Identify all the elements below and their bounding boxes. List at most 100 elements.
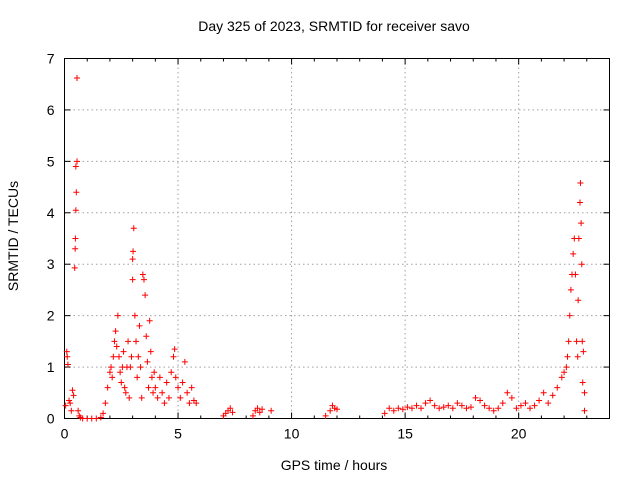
data-point bbox=[108, 364, 115, 371]
data-point bbox=[146, 317, 153, 324]
data-point bbox=[66, 397, 73, 404]
data-point bbox=[554, 384, 561, 391]
data-point bbox=[472, 394, 479, 401]
data-point bbox=[168, 369, 175, 376]
data-point bbox=[227, 405, 234, 412]
data-point bbox=[143, 333, 150, 340]
data-point bbox=[138, 394, 145, 401]
data-point bbox=[73, 158, 80, 165]
data-point bbox=[109, 374, 116, 381]
data-point bbox=[172, 374, 179, 381]
data-point bbox=[70, 392, 77, 399]
data-point bbox=[574, 353, 581, 360]
data-point bbox=[467, 404, 474, 411]
data-point bbox=[179, 379, 186, 386]
y-tick-label: 7 bbox=[47, 51, 55, 67]
data-point bbox=[408, 405, 415, 412]
grid bbox=[64, 58, 610, 419]
data-point bbox=[175, 384, 182, 391]
x-axis-label: GPS time / hours bbox=[281, 457, 388, 473]
data-point bbox=[113, 343, 120, 350]
data-point bbox=[64, 361, 71, 368]
data-point bbox=[531, 402, 538, 409]
data-point bbox=[68, 407, 75, 414]
data-point bbox=[63, 348, 70, 355]
y-tick-label: 5 bbox=[47, 153, 55, 169]
data-point bbox=[564, 353, 571, 360]
data-point bbox=[545, 400, 552, 407]
data-point bbox=[566, 312, 573, 319]
data-point bbox=[159, 389, 166, 396]
data-point bbox=[72, 235, 79, 242]
data-point bbox=[64, 353, 71, 360]
data-point bbox=[100, 410, 107, 417]
data-point bbox=[122, 389, 129, 396]
data-point bbox=[558, 374, 565, 381]
data-point bbox=[126, 394, 133, 401]
chart-title: Day 325 of 2023, SRMTID for receiver sav… bbox=[198, 18, 470, 34]
data-point bbox=[120, 348, 127, 355]
data-point bbox=[495, 405, 502, 412]
x-tick-label: 15 bbox=[397, 426, 413, 442]
data-point bbox=[386, 405, 393, 412]
data-point bbox=[579, 338, 586, 345]
data-point bbox=[144, 358, 151, 365]
data-point bbox=[161, 400, 168, 407]
data-point bbox=[561, 369, 568, 376]
data-point bbox=[249, 412, 256, 419]
data-point bbox=[163, 379, 170, 386]
data-point bbox=[127, 364, 134, 371]
data-point bbox=[171, 346, 178, 353]
y-tick-label: 3 bbox=[47, 256, 55, 272]
data-point bbox=[327, 407, 334, 414]
data-point bbox=[73, 75, 80, 82]
data-point bbox=[112, 328, 119, 335]
x-tick-label: 0 bbox=[61, 426, 69, 442]
plot-frame bbox=[64, 58, 610, 419]
data-point bbox=[147, 348, 154, 355]
y-axis-label: SRMTID / TECUs bbox=[5, 181, 21, 291]
data-point bbox=[576, 199, 583, 206]
data-point bbox=[170, 353, 177, 360]
data-point bbox=[130, 248, 137, 255]
data-point bbox=[121, 384, 128, 391]
data-point bbox=[463, 405, 470, 412]
data-point bbox=[75, 407, 82, 414]
data-point bbox=[145, 384, 152, 391]
data-point bbox=[422, 400, 429, 407]
data-point bbox=[140, 276, 147, 283]
data-point bbox=[67, 400, 74, 407]
data-point bbox=[111, 338, 118, 345]
data-point bbox=[136, 322, 143, 329]
data-point bbox=[563, 364, 570, 371]
y-tick-label: 0 bbox=[47, 411, 55, 427]
data-point bbox=[130, 225, 137, 232]
data-point bbox=[481, 402, 488, 409]
data-points bbox=[62, 75, 588, 422]
data-point bbox=[527, 405, 534, 412]
data-point bbox=[131, 312, 138, 319]
x-tick-label: 10 bbox=[284, 426, 300, 442]
data-point bbox=[440, 404, 447, 411]
data-point bbox=[129, 256, 136, 263]
data-point bbox=[139, 271, 146, 278]
data-point bbox=[508, 394, 515, 401]
x-tick-label: 20 bbox=[511, 426, 527, 442]
data-point bbox=[73, 189, 80, 196]
y-tick-label: 2 bbox=[47, 308, 55, 324]
data-point bbox=[148, 374, 155, 381]
x-tick-label: 5 bbox=[174, 426, 182, 442]
data-point bbox=[256, 409, 263, 416]
data-point bbox=[449, 405, 456, 412]
data-point bbox=[499, 400, 506, 407]
data-point bbox=[513, 405, 520, 412]
data-point bbox=[135, 353, 142, 360]
data-point bbox=[579, 379, 586, 386]
data-point bbox=[565, 338, 572, 345]
data-point bbox=[129, 276, 136, 283]
data-point bbox=[186, 400, 193, 407]
y-tick-label: 6 bbox=[47, 102, 55, 118]
data-point bbox=[188, 384, 195, 391]
data-point bbox=[540, 389, 547, 396]
